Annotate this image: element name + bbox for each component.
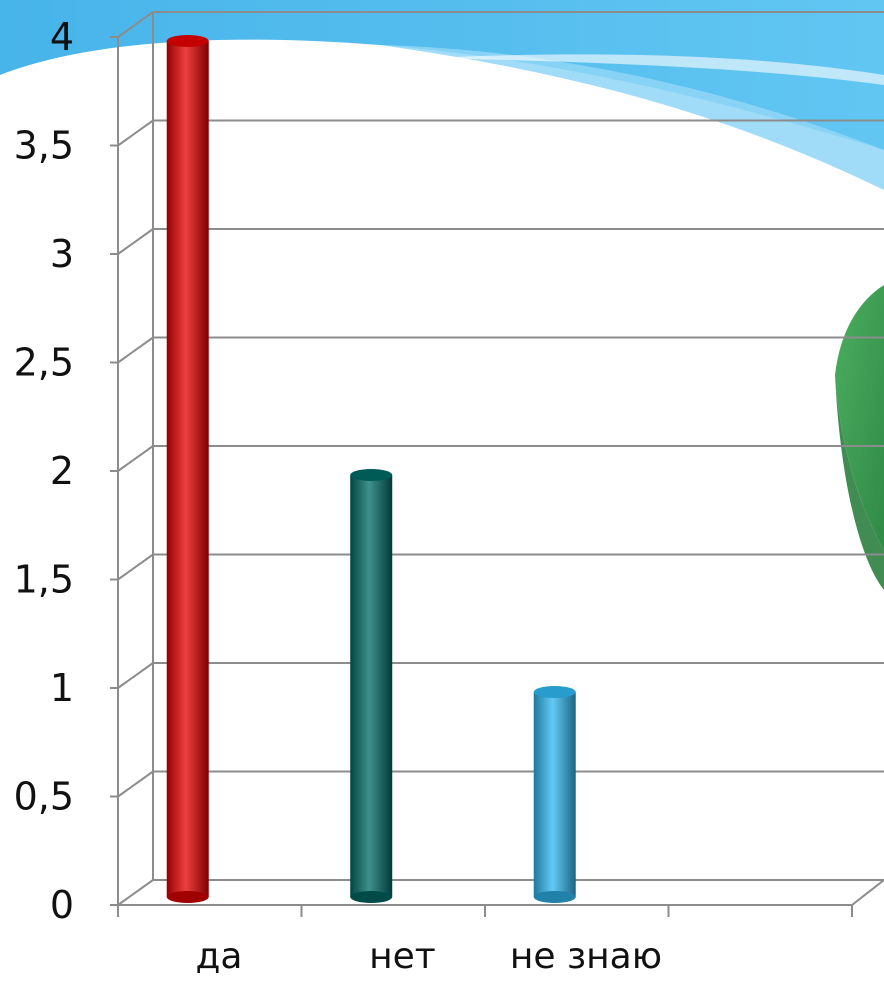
bar-2 — [350, 469, 393, 903]
y-axis-ticks: 0 0,5 1 1,5 2 2,5 3 3,5 4 — [14, 15, 118, 927]
gridline — [117, 336, 884, 364]
header-wave — [0, 0, 884, 190]
y-tick-label: 2 — [50, 449, 74, 493]
gridline — [117, 553, 884, 581]
x-tick-label: не знаю — [510, 936, 662, 977]
axes — [117, 37, 884, 917]
gridlines — [117, 11, 884, 906]
gridline — [117, 879, 884, 906]
pie-chart-fragment — [835, 285, 884, 590]
y-tick-label: 0 — [50, 883, 74, 927]
y-tick-label: 4 — [50, 15, 74, 59]
bars — [166, 35, 576, 903]
gridline — [117, 770, 884, 798]
gridline — [117, 228, 884, 255]
x-tick-label: нет — [369, 936, 436, 977]
y-tick-label: 0,5 — [14, 775, 74, 819]
x-tick-label: да — [195, 936, 242, 977]
gridline — [117, 445, 884, 472]
y-tick-label: 1,5 — [14, 558, 74, 602]
y-tick-label: 1 — [50, 666, 74, 710]
gridline — [117, 11, 884, 38]
gridline — [117, 662, 884, 689]
y-tick-label: 3,5 — [14, 124, 74, 168]
y-tick-label: 2,5 — [14, 341, 74, 385]
y-tick-label: 3 — [50, 232, 74, 276]
bar-1 — [166, 35, 209, 903]
floor-edge — [851, 879, 884, 906]
x-axis-labels: да нет не знаю — [195, 936, 662, 977]
gridline — [117, 119, 884, 147]
bar-3 — [533, 686, 576, 903]
